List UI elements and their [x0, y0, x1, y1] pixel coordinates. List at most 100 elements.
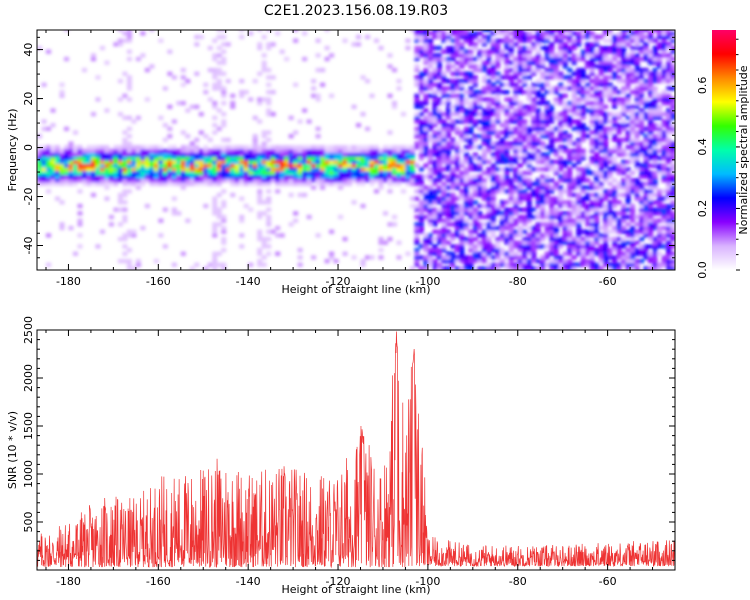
heatmap-cell: [126, 163, 132, 168]
heatmap-cell: [356, 152, 362, 157]
heatmap-cell: [558, 30, 564, 32]
heatmap-cell: [203, 181, 209, 187]
heatmap-cell: [275, 152, 281, 157]
heatmap-cell: [499, 225, 505, 231]
heatmap-cell: [364, 152, 371, 157]
heatmap-cell: [86, 148, 92, 154]
heatmap-cell: [567, 67, 573, 73]
heatmap-cell: [657, 130, 663, 135]
heatmap-cell: [652, 97, 658, 102]
heatmap-cell: [180, 251, 186, 256]
heatmap-cell: [275, 159, 281, 165]
heatmap-cell: [666, 185, 672, 190]
heatmap-cell: [603, 75, 609, 80]
heatmap-cell: [567, 181, 573, 187]
heatmap-cell: [54, 148, 61, 154]
heatmap-cell: [544, 211, 550, 216]
heatmap-cell: [526, 112, 532, 117]
heatmap-cell: [454, 218, 460, 223]
heatmap-cell: [567, 240, 573, 245]
heatmap-cell: [463, 137, 469, 143]
heatmap-cell: [621, 90, 627, 95]
heatmap-cell: [630, 31, 636, 36]
heatmap-cell: [153, 163, 159, 168]
heatmap-cell: [540, 141, 546, 146]
heatmap-cell: [122, 148, 128, 154]
heatmap-cell: [630, 255, 636, 260]
heatmap-cell: [176, 101, 182, 106]
heatmap-cell: [436, 247, 442, 253]
heatmap-cell: [477, 64, 483, 69]
heatmap-cell: [162, 152, 168, 157]
heatmap-cell: [450, 236, 456, 242]
heatmap-cell: [490, 178, 496, 183]
heatmap-cell: [445, 67, 451, 73]
heatmap-cell: [648, 148, 654, 154]
heatmap-cell: [603, 56, 609, 62]
heatmap-cell: [468, 255, 474, 260]
heatmap-cell: [490, 266, 496, 270]
heatmap-cell: [585, 244, 591, 249]
heatmap-cell: [450, 167, 456, 172]
heatmap-cell: [657, 233, 663, 238]
heatmap-cell: [585, 236, 591, 242]
heatmap-cell: [275, 167, 281, 172]
heatmap-cell: [378, 159, 384, 165]
heatmap-cell: [414, 126, 420, 132]
heatmap-cell: [630, 67, 636, 73]
heatmap-cell: [212, 82, 218, 87]
heatmap-cell: [576, 236, 582, 242]
heatmap-cell: [45, 126, 52, 132]
heatmap-cell: [418, 30, 424, 32]
heatmap-cell: [427, 137, 433, 143]
heatmap-cell: [643, 82, 649, 87]
heatmap-cell: [589, 247, 595, 253]
heatmap-cell: [490, 38, 496, 43]
heatmap-cell: [266, 82, 272, 87]
heatmap-cell: [441, 130, 447, 135]
heatmap-cell: [436, 255, 442, 260]
heatmap-cell: [531, 104, 537, 109]
heatmap-cell: [284, 156, 290, 161]
heatmap-cell: [117, 159, 123, 165]
heatmap-cell: [603, 93, 609, 98]
heatmap-cell: [216, 67, 222, 73]
heatmap-cell: [360, 203, 366, 209]
heatmap-cell: [252, 163, 258, 168]
heatmap-cell: [652, 185, 658, 190]
snr-frame: [36, 329, 676, 571]
heatmap-cell: [463, 119, 469, 124]
heatmap-cell: [634, 115, 640, 120]
heatmap-cell: [535, 82, 541, 87]
heatmap-cell: [580, 53, 586, 58]
heatmap-cell: [373, 159, 380, 165]
heatmap-cell: [535, 189, 541, 194]
heatmap-cell: [517, 141, 523, 146]
heatmap-cell: [526, 181, 532, 187]
heatmap-cell: [427, 222, 433, 227]
heatmap-cell: [369, 159, 375, 165]
heatmap-cell: [513, 71, 519, 76]
heatmap-cell: [513, 196, 519, 201]
heatmap-cell: [63, 30, 70, 32]
heatmap-cell: [432, 56, 438, 62]
heatmap-cell: [526, 185, 532, 190]
heatmap-cell: [499, 258, 505, 264]
heatmap-cell: [387, 148, 393, 154]
heatmap-cell: [450, 53, 456, 58]
heatmap-cell: [463, 49, 469, 54]
heatmap-cell: [81, 170, 88, 176]
heatmap-cell: [306, 145, 312, 150]
heatmap-cell: [486, 34, 492, 40]
heatmap-cell: [486, 167, 492, 172]
heatmap-cell: [657, 75, 663, 80]
heatmap-cell: [558, 189, 564, 194]
heatmap-cell: [360, 167, 366, 172]
heatmap-cell: [68, 163, 74, 168]
heatmap-cell: [625, 181, 631, 187]
heatmap-cell: [499, 174, 505, 179]
heatmap-cell: [50, 108, 56, 113]
heatmap-cell: [612, 266, 618, 270]
heatmap-cell: [243, 167, 249, 172]
heatmap-cell: [535, 236, 541, 242]
